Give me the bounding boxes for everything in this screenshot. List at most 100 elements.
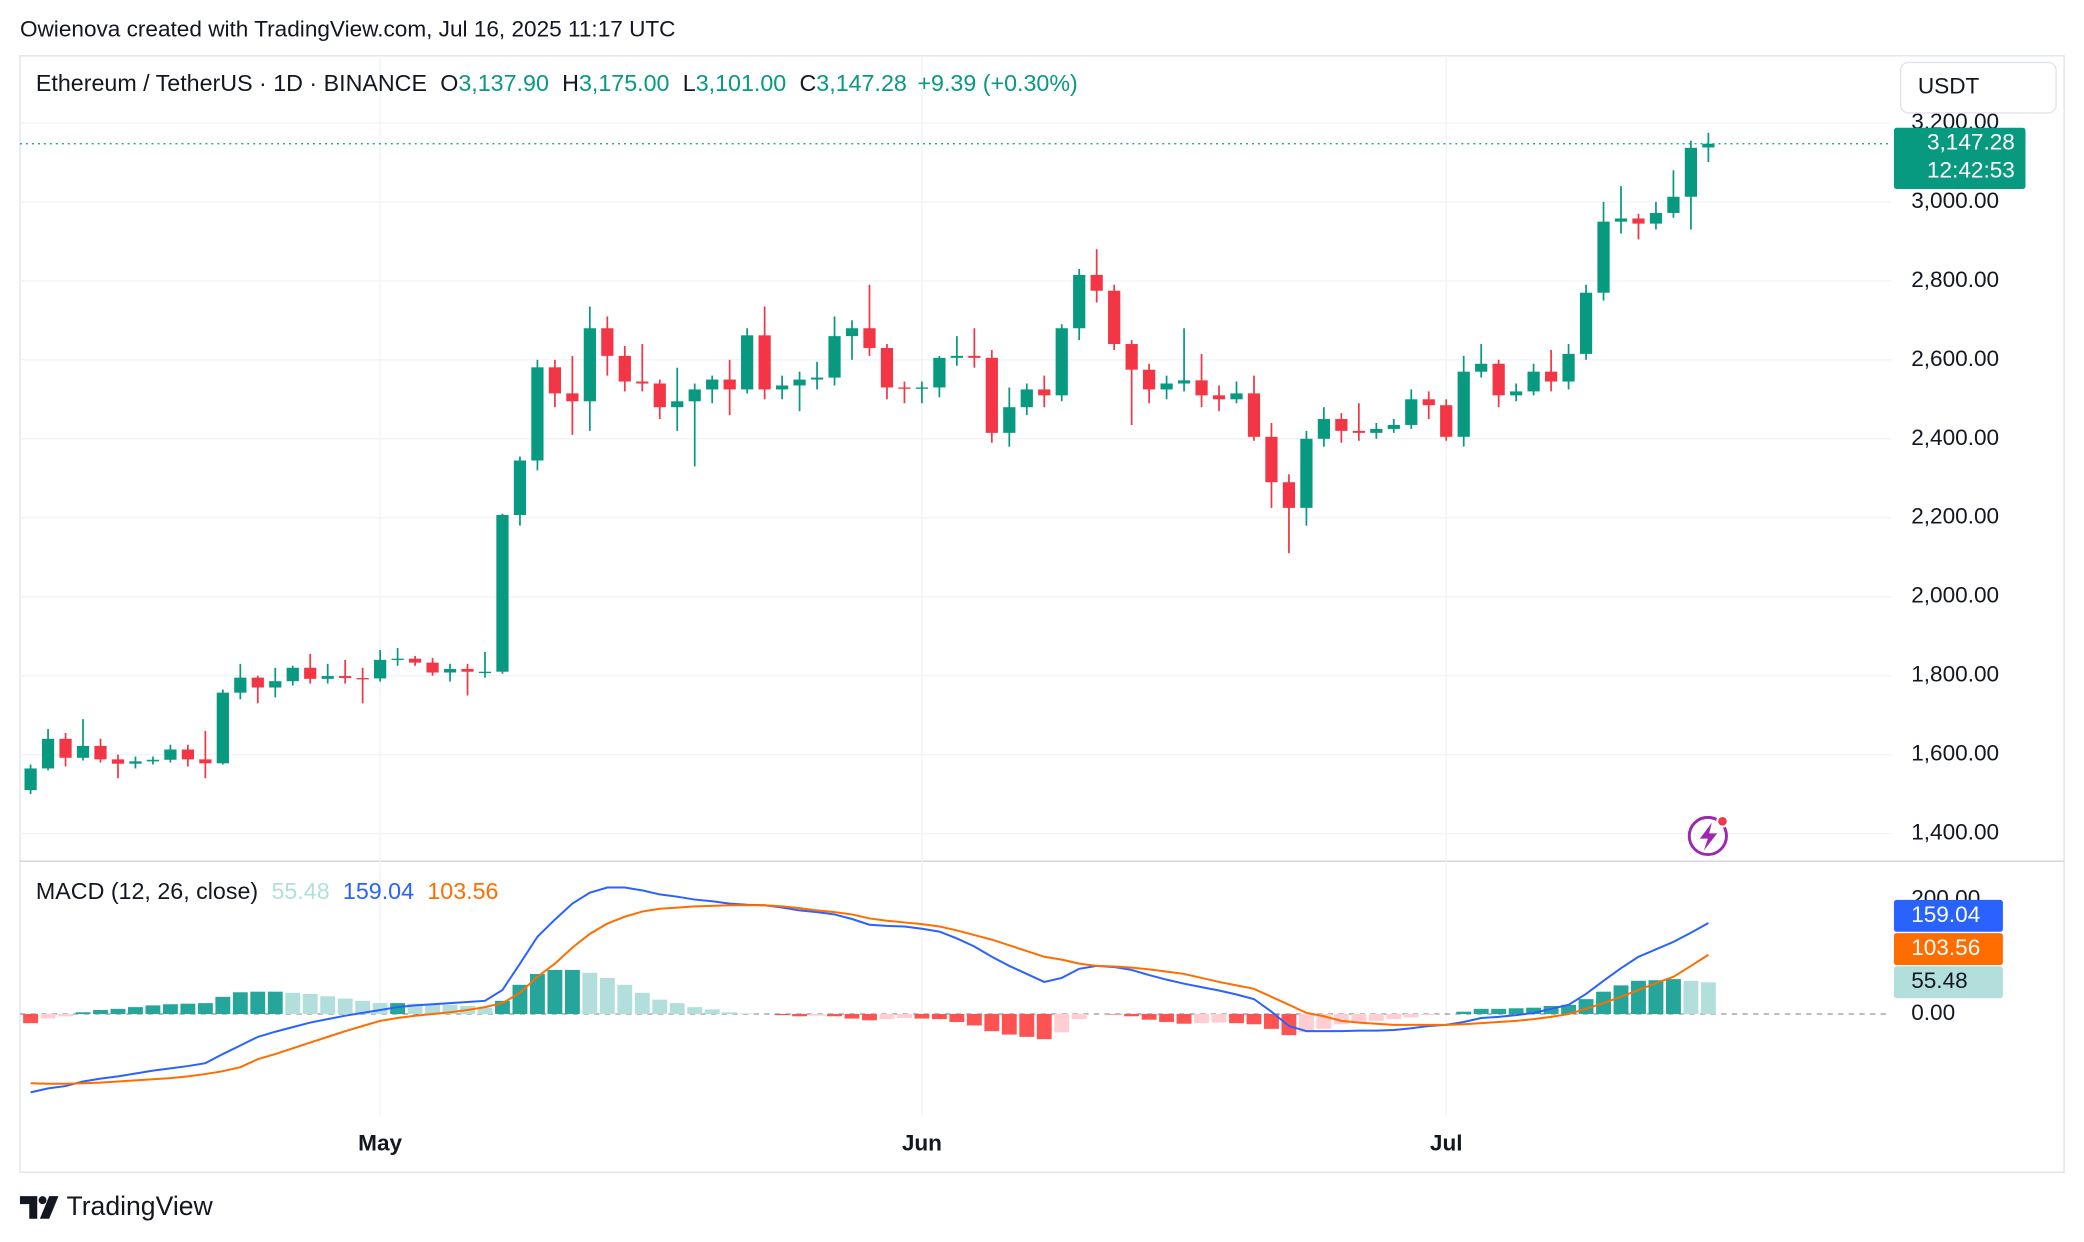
histogram-bar xyxy=(267,991,283,1014)
ohlc-value: 3,175.00 xyxy=(579,70,670,96)
candle-body xyxy=(181,749,194,760)
candle-body xyxy=(76,745,90,758)
histogram-bar xyxy=(1700,982,1716,1014)
candle-body xyxy=(950,355,963,358)
candle-body xyxy=(111,759,125,764)
y-tick-label: 2,800.00 xyxy=(1911,267,1999,292)
histogram-bar xyxy=(1631,980,1646,1014)
histogram-bar xyxy=(285,992,301,1014)
histogram-bar xyxy=(599,977,615,1014)
histogram-bar xyxy=(442,1004,458,1014)
candle-body xyxy=(1527,371,1540,392)
histogram-bar xyxy=(1159,1013,1175,1023)
histogram-bar xyxy=(529,973,545,1014)
candle-body xyxy=(985,357,998,433)
histogram-bar xyxy=(809,1013,825,1016)
grid xyxy=(19,55,1892,1117)
candle-body xyxy=(1038,389,1051,396)
histogram-bar xyxy=(1176,1013,1192,1024)
value-tag-label: 103.56 xyxy=(1911,935,1980,960)
candle-body xyxy=(1667,196,1680,213)
histogram-bar xyxy=(355,1000,371,1014)
histogram-bar xyxy=(792,1013,808,1017)
histogram-bar xyxy=(582,972,598,1014)
last-price-tag xyxy=(1893,127,2026,189)
candle-body xyxy=(461,668,474,672)
histogram-bar xyxy=(931,1013,947,1020)
candle-body xyxy=(286,667,299,682)
candle-body xyxy=(1370,428,1383,433)
histogram-bar xyxy=(897,1013,912,1018)
candle-body xyxy=(636,381,649,384)
histogram-bar xyxy=(739,1013,755,1014)
candle-body xyxy=(618,355,631,382)
candle-body xyxy=(94,745,107,760)
symbol: Ethereum / TetherUS · 1D · BINANCE xyxy=(36,70,427,96)
histogram-bar xyxy=(1194,1013,1209,1024)
value-tag-label: 55.48 xyxy=(1911,968,1968,993)
brand: TradingView xyxy=(66,1191,213,1221)
y-tick-label: 1,800.00 xyxy=(1911,662,1999,687)
candle-body xyxy=(1387,424,1400,429)
change: +9.39 (+0.30%) xyxy=(917,70,1077,96)
candle-body xyxy=(1300,438,1313,508)
histogram-bar xyxy=(1036,1013,1052,1040)
histogram-bar xyxy=(966,1013,982,1026)
candle-body xyxy=(898,387,911,389)
candle-body xyxy=(1265,436,1278,483)
value-tag-label: 159.04 xyxy=(1911,902,1980,927)
ohlc-key: H xyxy=(562,70,579,96)
candle-body xyxy=(251,677,264,688)
histogram-bar xyxy=(1124,1013,1140,1017)
histogram-bar xyxy=(1526,1007,1542,1014)
candle-body xyxy=(234,677,247,693)
histogram-bar xyxy=(1333,1013,1349,1025)
candle-body xyxy=(1160,383,1173,390)
histogram-bar xyxy=(1456,1011,1472,1014)
candle-body xyxy=(146,759,160,762)
candle-body xyxy=(583,328,596,402)
histogram-bar xyxy=(1613,985,1629,1014)
currency[interactable]: USDT xyxy=(1918,74,1980,99)
candle-body xyxy=(1020,389,1033,408)
candle-body xyxy=(1597,221,1610,293)
logo-mark xyxy=(19,1196,38,1219)
y-tick-label: 1,400.00 xyxy=(1911,820,1999,845)
alert-bolt[interactable] xyxy=(1699,822,1718,851)
candle-body xyxy=(1003,407,1016,433)
candle-body xyxy=(915,387,929,389)
candle-body xyxy=(1177,380,1191,384)
histogram-bar xyxy=(180,1003,196,1014)
histogram-bar xyxy=(1054,1013,1070,1033)
alert-dot[interactable] xyxy=(1716,815,1729,828)
candle-body xyxy=(391,658,404,661)
x-tick-label: May xyxy=(358,1130,402,1155)
histogram-bar xyxy=(844,1013,860,1019)
histogram-bar xyxy=(1683,980,1699,1014)
candle-body xyxy=(408,658,422,663)
candle-body xyxy=(1125,344,1138,370)
candle-body xyxy=(1090,274,1103,291)
histogram-bar xyxy=(1211,1013,1227,1023)
candle-body xyxy=(426,662,439,673)
alert-ring[interactable] xyxy=(1687,815,1728,857)
histogram-bar xyxy=(652,999,668,1014)
alert-icon[interactable] xyxy=(1687,815,1729,857)
ohlc-value: 3,137.90 xyxy=(458,70,549,96)
candle-body xyxy=(566,393,579,402)
histogram-bar xyxy=(215,996,231,1014)
candle-body xyxy=(880,347,894,388)
currency-button[interactable] xyxy=(1899,61,2057,114)
histogram-bar xyxy=(669,1003,685,1014)
histogram-bar xyxy=(1386,1013,1402,1020)
histogram-bar xyxy=(1473,1008,1489,1014)
histogram-bar xyxy=(879,1013,895,1020)
histogram-bar xyxy=(372,1003,388,1014)
candle-body xyxy=(478,671,492,674)
histogram-bar xyxy=(1351,1013,1367,1023)
candle-body xyxy=(1544,371,1558,382)
histogram-bar xyxy=(162,1004,178,1014)
histogram-bar xyxy=(250,991,266,1014)
